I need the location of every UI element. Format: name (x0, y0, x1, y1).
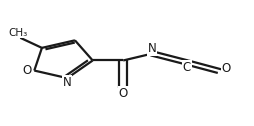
Text: N: N (148, 42, 157, 55)
Text: O: O (221, 61, 231, 75)
Text: N: N (63, 76, 72, 89)
Text: C: C (183, 61, 191, 74)
Text: CH₃: CH₃ (8, 28, 27, 38)
Text: O: O (23, 64, 32, 77)
Text: O: O (119, 87, 128, 100)
